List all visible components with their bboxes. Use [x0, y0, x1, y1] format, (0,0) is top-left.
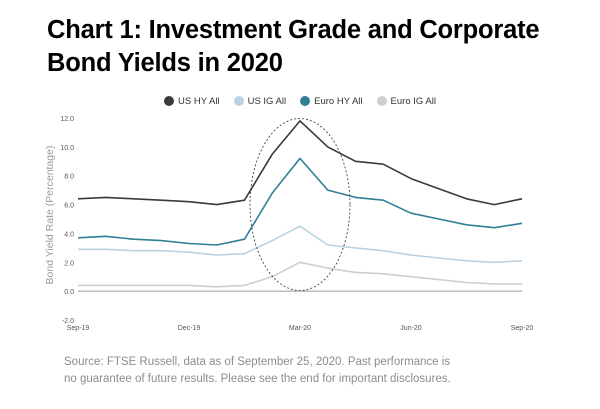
series-line-us-hy-all	[77, 120, 523, 206]
series-line-euro-hy-all	[77, 157, 523, 246]
y-tick-label: 10.0	[60, 145, 74, 152]
legend-item-euro-ig: Euro IG All	[376, 95, 436, 107]
y-tick-label: 4.0	[64, 231, 74, 238]
x-tick-label: Jun-20	[400, 325, 422, 332]
chart-legend: US HY All US IG All Euro HY All Euro IG …	[0, 93, 600, 109]
series-line-euro-ig-all	[78, 261, 522, 288]
legend-swatch-us-ig	[233, 96, 244, 106]
y-tick-label: 6.0	[64, 203, 74, 210]
legend-swatch-us-hy	[164, 96, 175, 106]
x-tick-label: Sep-20	[511, 325, 534, 332]
source-note: Source: FTSE Russell, data as of Septemb…	[64, 354, 564, 388]
x-tick-label: Sep-19	[67, 325, 90, 332]
legend-label-euro-ig: Euro IG All	[390, 95, 436, 107]
y-tick-label: -2.0	[62, 318, 74, 325]
y-tick-label: 2.0	[64, 260, 74, 267]
legend-item-us-hy: US HY All	[164, 96, 220, 107]
y-tick-label: 12.0	[60, 116, 74, 123]
legend-label-euro-hy: Euro HY All	[314, 95, 363, 107]
y-tick-label: 0.0	[64, 289, 74, 296]
chart-title-line-1: Chart 1: Investment Grade and Corporate	[47, 16, 540, 44]
series-line-us-ig-all	[78, 225, 523, 264]
spike-highlight-ellipse	[249, 118, 351, 292]
legend-swatch-euro-hy	[300, 96, 311, 106]
x-tick-label: Mar-20	[289, 325, 311, 332]
x-tick-label: Dec-19	[178, 325, 201, 332]
source-line-1: Source: FTSE Russell, data as of Septemb…	[64, 356, 451, 368]
legend-label-us-ig: US IG All	[247, 95, 287, 107]
legend-swatch-euro-ig	[376, 96, 387, 106]
source-line-2: no guarantee of future results. Please s…	[64, 373, 451, 385]
chart-title: Chart 1: Investment Grade and Corporate …	[47, 14, 587, 80]
legend-item-euro-hy: Euro HY All	[300, 95, 363, 107]
y-tick-label: 8.0	[64, 174, 74, 181]
y-axis-label: Bond Yield Rate (Percentage)	[44, 146, 56, 285]
legend-label-us-hy: US HY All	[178, 95, 220, 107]
legend-item-us-ig: US IG All	[233, 95, 287, 107]
chart-title-line-2: Bond Yields in 2020	[47, 49, 283, 77]
